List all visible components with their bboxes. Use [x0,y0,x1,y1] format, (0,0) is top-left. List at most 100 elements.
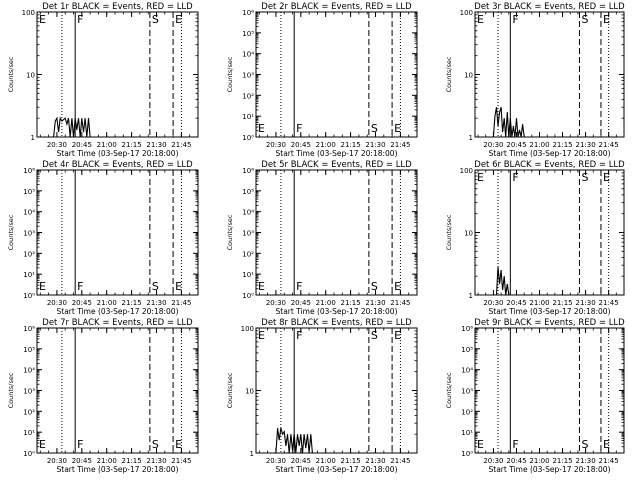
y-axis-label: Counts/sec [7,372,15,408]
chart-panel-8: Det 8r BLACK = Events, RED = LLD Counts/s… [226,318,418,474]
y-tick-label: 10² [242,250,254,258]
y-tick-label: 10⁰ [23,292,35,300]
x-tick-label: 21:15 [341,457,361,465]
y-tick-label: 10⁵ [461,346,473,354]
y-tick-label: 10⁴ [23,367,35,375]
marker-label-E: E [394,329,401,342]
x-tick-label: 21:15 [122,457,142,465]
x-axis-label: Start Time (03-Sep-17 20:18:00) [57,149,179,158]
marker-label-E: E [603,438,610,451]
x-tick-label: 20:30 [47,141,67,149]
y-tick-label: 10¹ [23,429,35,437]
x-tick-label: 21:15 [552,141,572,149]
y-tick-label: 10¹ [23,271,35,279]
x-axis-label: Start Time (03-Sep-17 20:18:00) [276,307,398,316]
plot-frame [474,169,625,296]
x-tick-label: 21:45 [390,457,410,465]
plot-frame [36,169,199,296]
y-tick-label: 10⁴ [23,209,35,217]
x-tick-label: 20:45 [72,141,92,149]
marker-label-F: F [512,171,518,184]
x-tick-label: 21:30 [146,141,166,149]
x-tick-label: 20:45 [72,299,92,307]
series-events-line [275,427,315,454]
y-tick-label: 10⁰ [242,134,254,142]
chart-panel-2: Det 2r BLACK = Events, RED = LLD Counts/s… [226,2,418,158]
plot-frame [255,327,418,454]
x-tick-label: 21:30 [146,457,166,465]
marker-label-S: S [371,329,378,342]
series-events-line [495,267,510,296]
y-axis-label: Counts/sec [7,56,15,92]
y-tick-label: 10 [464,230,473,238]
marker-label-E: E [603,171,610,184]
marker-label-S: S [581,13,588,26]
x-tick-label: 21:45 [171,141,191,149]
x-tick-label: 21:45 [599,141,619,149]
y-axis-label: Counts/sec [7,214,15,250]
y-tick-label: 10³ [23,230,35,238]
y-tick-label: 1 [469,292,473,300]
x-tick-label: 21:15 [122,141,142,149]
chart-panel-1: Det 1r BLACK = Events, RED = LLD Counts/s… [7,2,199,158]
y-axis-label: Counts/sec [445,56,453,92]
marker-label-S: S [371,122,378,135]
marker-label-S: S [581,171,588,184]
y-tick-label: 10⁶ [23,325,35,333]
marker-label-S: S [581,438,588,451]
marker-label-E: E [394,122,401,135]
marker-label-F: F [77,280,83,293]
marker-label-E: E [175,438,182,451]
x-tick-label: 20:45 [506,299,526,307]
x-tick-label: 20:45 [291,299,311,307]
chart-panel-6: Det 6r BLACK = Events, RED = LLD Counts/s… [445,160,625,316]
x-tick-label: 21:15 [552,457,572,465]
chart-panel-7: Det 7r BLACK = Events, RED = LLD Counts/s… [7,318,199,474]
y-tick-label: 1 [250,450,254,458]
y-tick-label: 10² [23,250,35,258]
marker-label-S: S [371,280,378,293]
chart-title: Det 5r BLACK = Events, RED = LLD [261,160,412,170]
x-tick-label: 21:45 [599,299,619,307]
marker-label-E: E [603,13,610,26]
y-tick-label: 100 [241,325,254,333]
marker-label-E: E [39,438,46,451]
chart-title: Det 3r BLACK = Events, RED = LLD [474,2,625,12]
marker-label-E: E [258,329,265,342]
y-tick-label: 10⁵ [23,188,35,196]
marker-label-E: E [258,122,265,135]
plot-frame [36,327,199,454]
chart-panel-3: Det 3r BLACK = Events, RED = LLD Counts/s… [445,2,625,158]
y-tick-label: 10⁶ [242,167,254,175]
y-tick-label: 10² [461,408,473,416]
marker-label-E: E [258,280,265,293]
x-tick-label: 21:45 [171,299,191,307]
marker-label-E: E [39,280,46,293]
x-tick-label: 21:00 [97,299,117,307]
marker-label-S: S [152,280,159,293]
x-tick-label: 21:30 [146,299,166,307]
y-tick-label: 10⁰ [242,292,254,300]
chart-title: Det 8r BLACK = Events, RED = LLD [261,318,412,328]
x-axis-label: Start Time (03-Sep-17 20:18:00) [57,465,179,474]
x-tick-label: 20:45 [291,141,311,149]
x-axis-label: Start Time (03-Sep-17 20:18:00) [276,465,398,474]
x-axis-label: Start Time (03-Sep-17 20:18:00) [489,149,611,158]
chart-title: Det 7r BLACK = Events, RED = LLD [42,318,193,328]
x-tick-label: 21:00 [316,141,336,149]
plot-frame [474,327,625,454]
marker-label-F: F [512,13,518,26]
y-tick-label: 1 [31,134,35,142]
x-tick-label: 21:00 [529,457,549,465]
y-tick-label: 10⁵ [23,346,35,354]
x-tick-label: 21:30 [576,141,596,149]
y-axis-label: Counts/sec [445,372,453,408]
chart-panel-5: Det 5r BLACK = Events, RED = LLD Counts/s… [226,160,418,316]
y-axis-label: Counts/sec [445,214,453,250]
chart-panel-4: Det 4r BLACK = Events, RED = LLD Counts/s… [7,160,199,316]
x-tick-label: 20:30 [483,141,503,149]
x-tick-label: 21:30 [365,299,385,307]
x-tick-label: 21:30 [365,141,385,149]
y-tick-label: 1 [469,134,473,142]
